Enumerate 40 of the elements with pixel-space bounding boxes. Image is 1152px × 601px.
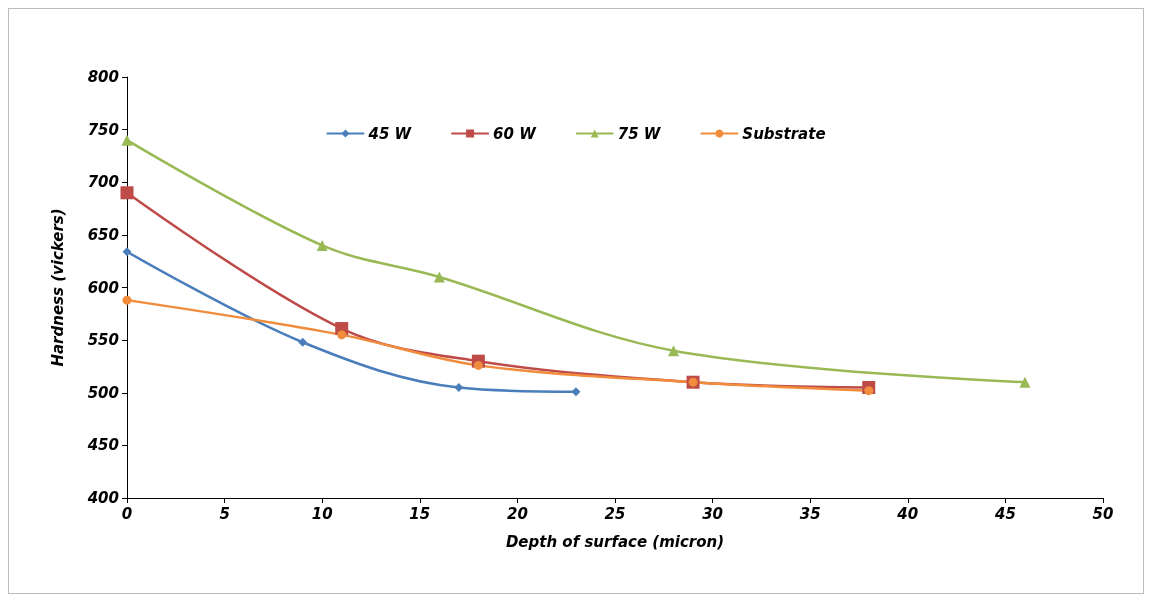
point bbox=[473, 360, 483, 370]
y-tick-label: 400 bbox=[86, 489, 119, 507]
y-tick-label: 450 bbox=[86, 436, 119, 455]
y-tick-label: 500 bbox=[87, 383, 119, 402]
point bbox=[668, 345, 680, 357]
y-tick-label: 800 bbox=[87, 68, 119, 86]
point bbox=[122, 295, 132, 305]
y-axis-title: Hardness (vickers) bbox=[48, 208, 67, 367]
x-tick-label: 35 bbox=[799, 504, 821, 523]
x-tick-label: 15 bbox=[409, 504, 431, 523]
point bbox=[454, 382, 464, 392]
x-tick-label: 20 bbox=[506, 504, 528, 523]
point bbox=[1019, 376, 1031, 388]
y-tick-label: 700 bbox=[87, 173, 119, 192]
x-tick-label: 45 bbox=[993, 504, 1016, 523]
point bbox=[337, 330, 347, 340]
legend-label: Substrate bbox=[742, 124, 826, 143]
x-tick-label: 25 bbox=[604, 504, 626, 523]
x-tick-label: 50 bbox=[1092, 504, 1114, 523]
y-tick-label: 650 bbox=[87, 225, 119, 244]
point bbox=[298, 337, 308, 347]
y-tick-label: 750 bbox=[87, 120, 119, 139]
y-tick-label: 550 bbox=[87, 331, 119, 350]
point bbox=[571, 387, 581, 397]
point bbox=[120, 186, 134, 200]
legend-label: 60 W bbox=[493, 124, 538, 143]
x-tick-label: 40 bbox=[896, 504, 919, 523]
point bbox=[121, 134, 133, 146]
legend-label: 75 W bbox=[617, 124, 662, 143]
x-tick-label: 5 bbox=[219, 504, 230, 523]
point bbox=[316, 239, 328, 251]
x-tick-label: 30 bbox=[702, 504, 724, 523]
x-axis-title: Depth of surface (micron) bbox=[505, 532, 725, 551]
point bbox=[864, 386, 874, 396]
point bbox=[433, 271, 445, 283]
x-tick-label: 0 bbox=[121, 504, 133, 523]
x-tick-label: 10 bbox=[311, 504, 333, 523]
legend-label: 45 W bbox=[367, 124, 413, 143]
y-tick-label: 600 bbox=[87, 278, 119, 297]
point bbox=[122, 247, 132, 257]
